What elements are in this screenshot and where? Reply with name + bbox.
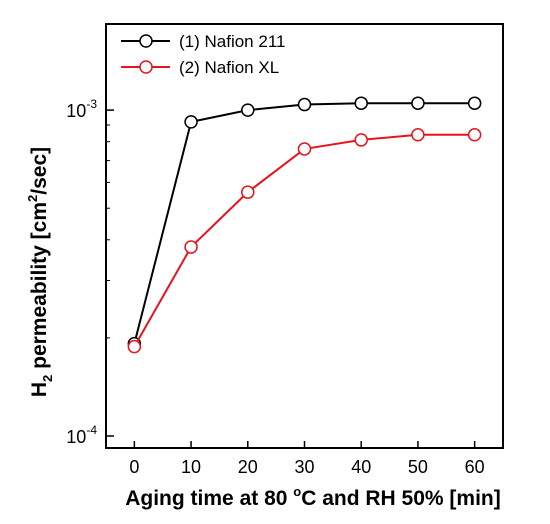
y-tick-label: 10-3 [66, 97, 97, 121]
data-point [297, 142, 312, 156]
series-line [133, 133, 475, 348]
data-point [411, 96, 425, 110]
x-tick-label: 40 [351, 457, 371, 477]
data-point [411, 128, 425, 142]
data-point [184, 115, 198, 129]
legend-marker [139, 34, 153, 48]
x-tick-label: 10 [181, 457, 201, 477]
series-layer [127, 96, 482, 354]
x-tick-label: 50 [408, 457, 428, 477]
y-axis-title: H2 permeability [cm2/sec] [25, 147, 55, 397]
x-tick-label: 20 [238, 457, 258, 477]
data-point [184, 240, 198, 254]
data-point [297, 97, 312, 112]
x-tick-label: 0 [129, 457, 139, 477]
data-point [354, 96, 368, 110]
data-point [241, 185, 255, 199]
data-point [467, 128, 482, 142]
x-tick-label: 60 [465, 457, 485, 477]
legend-label: (2) Nafion XL [179, 58, 279, 77]
x-axis-title: Aging time at 80 oC and RH 50% [min] [125, 484, 501, 510]
plot-frame [105, 23, 504, 449]
ticks-layer: 0 10 20 30 40 50 60 10-3 10-4 [66, 97, 484, 477]
legend-marker [139, 60, 153, 74]
x-tick-label: 30 [294, 457, 314, 477]
legend-label: (1) Nafion 211 [179, 32, 285, 51]
data-point [354, 133, 368, 147]
series-line [133, 102, 475, 344]
legend: (1) Nafion 211 (2) Nafion XL [121, 32, 285, 77]
data-point [127, 339, 142, 354]
y-tick-label: 10-4 [66, 423, 97, 447]
data-point [467, 96, 482, 110]
data-point [241, 103, 255, 117]
